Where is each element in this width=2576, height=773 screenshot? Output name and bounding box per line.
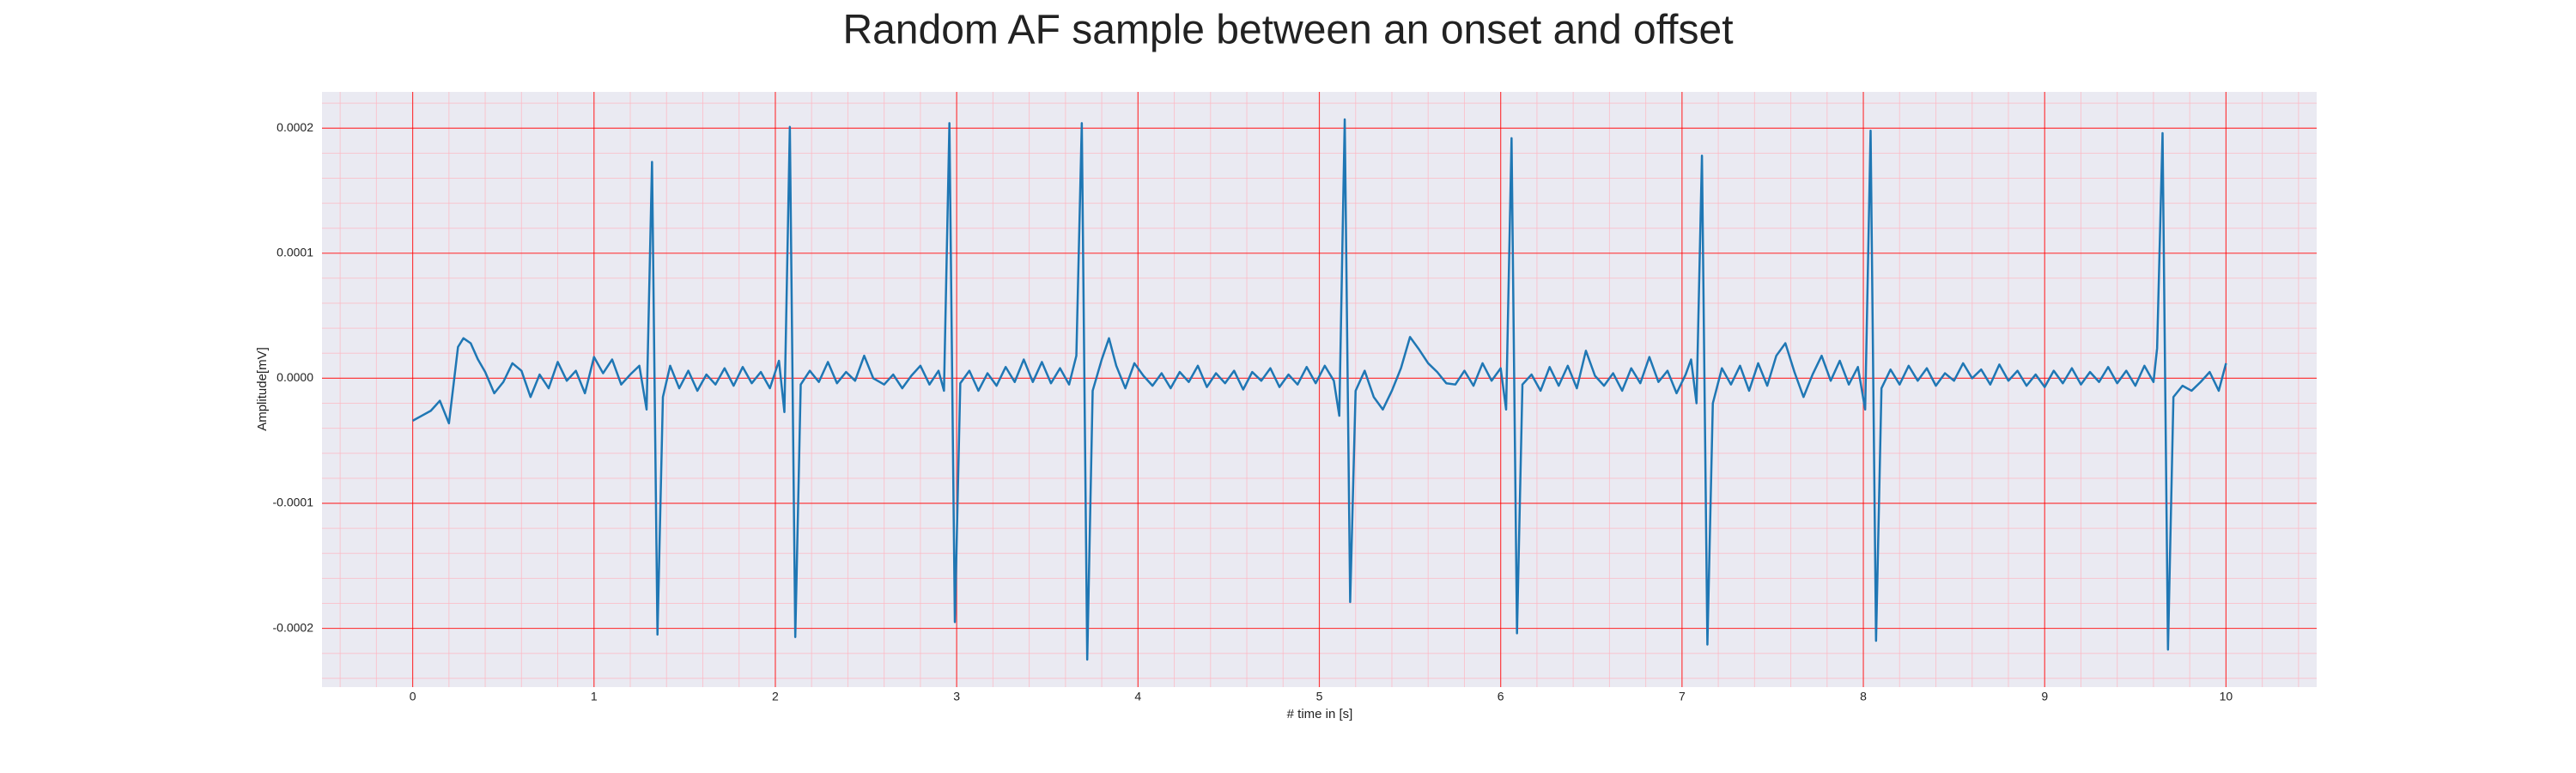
x-tick-label: 2 bbox=[772, 690, 779, 703]
y-axis-label: Amplitude[mV] bbox=[255, 347, 270, 431]
x-tick-label: 5 bbox=[1316, 690, 1323, 703]
x-tick-label: 7 bbox=[1679, 690, 1686, 703]
y-tick-label: 0.0001 bbox=[276, 246, 313, 259]
x-tick-label: 3 bbox=[953, 690, 960, 703]
x-tick-label: 1 bbox=[591, 690, 598, 703]
data-line bbox=[411, 118, 2227, 661]
x-tick-label: 8 bbox=[1860, 690, 1867, 703]
x-tick-label: 9 bbox=[2041, 690, 2048, 703]
x-tick-label: 0 bbox=[410, 690, 416, 703]
y-tick-label: 0.0000 bbox=[276, 370, 313, 384]
chart-title: Random AF sample between an onset and of… bbox=[842, 8, 1733, 53]
y-tick-label: 0.0002 bbox=[276, 120, 313, 134]
x-tick-label: 6 bbox=[1498, 690, 1504, 703]
x-axis-label: # time in [s] bbox=[1287, 707, 1353, 721]
x-tick-label: 4 bbox=[1134, 690, 1141, 703]
x-tick-label: 10 bbox=[2220, 690, 2233, 703]
y-tick-label: -0.0001 bbox=[273, 496, 314, 509]
y-tick-label: -0.0002 bbox=[273, 620, 314, 634]
